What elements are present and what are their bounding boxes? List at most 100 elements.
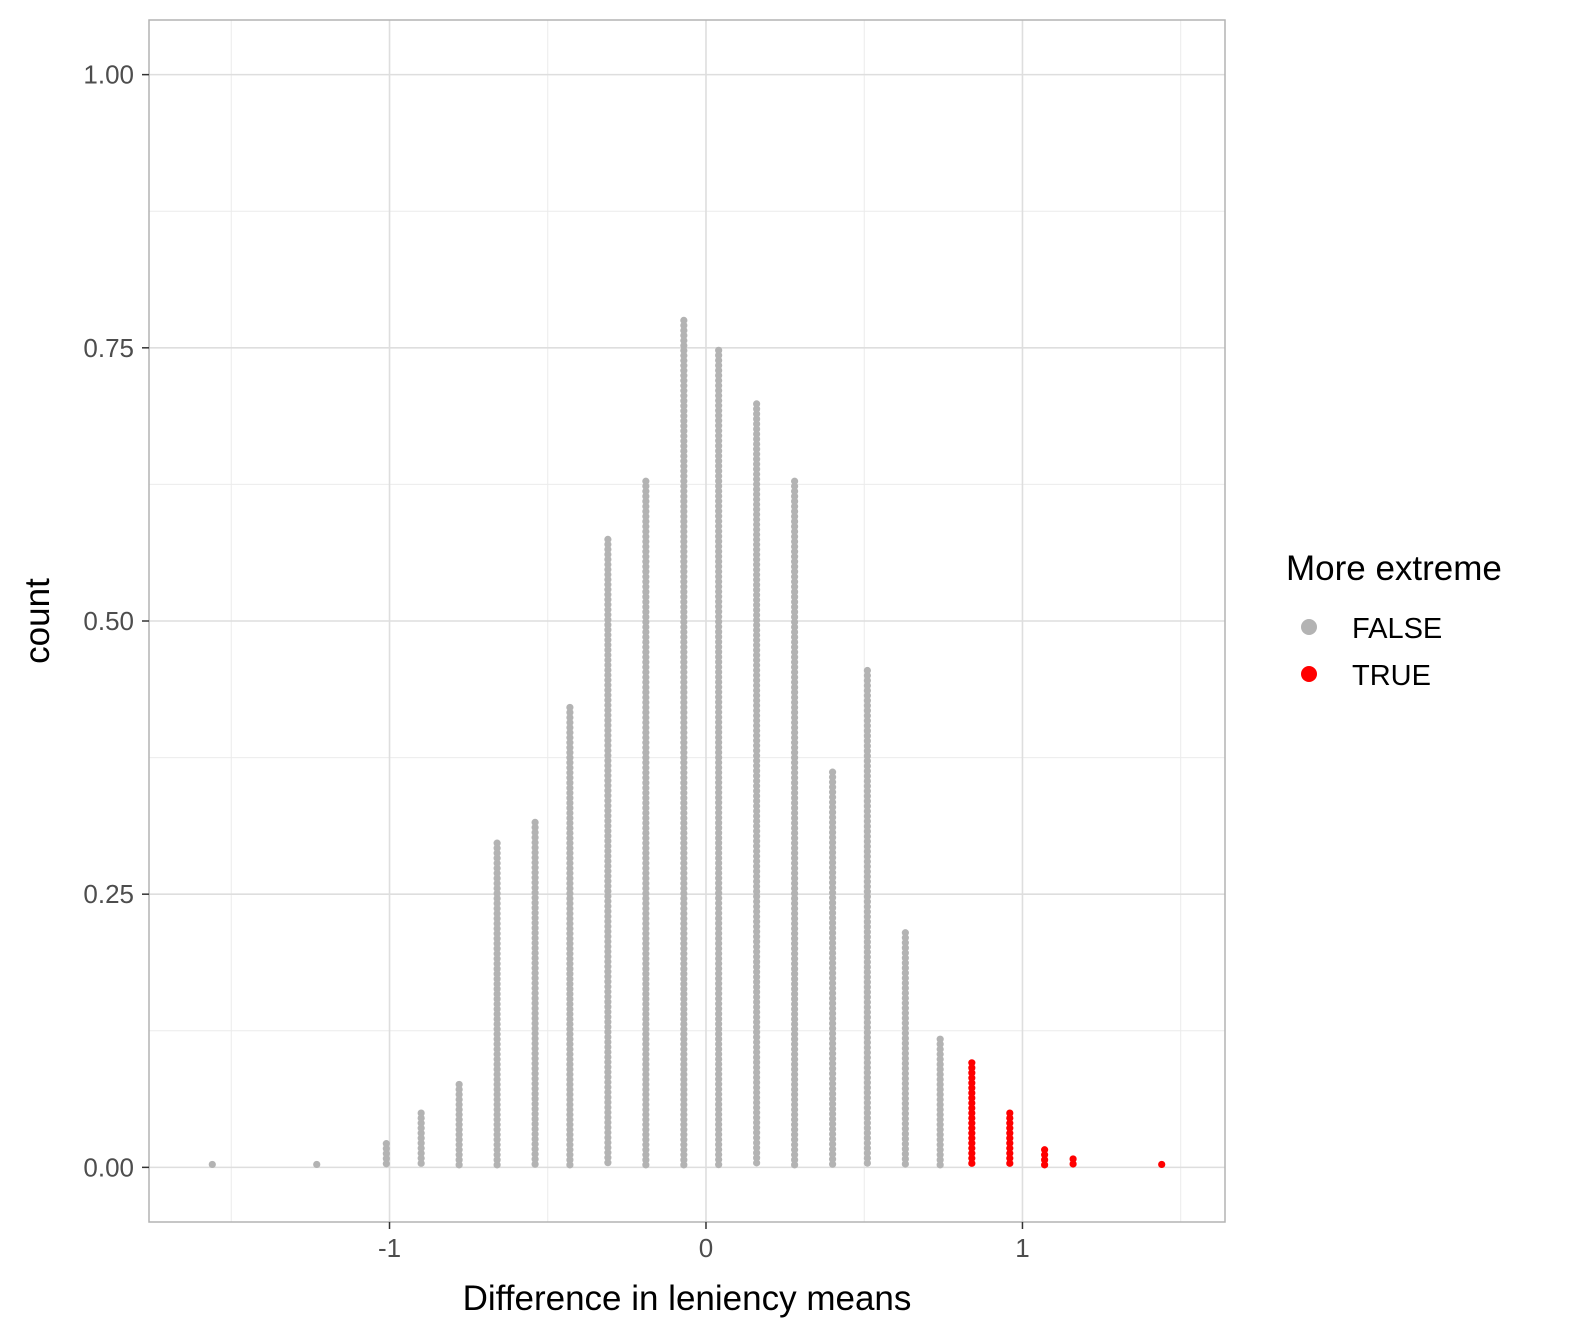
dot bbox=[642, 578, 650, 586]
dot bbox=[791, 678, 799, 686]
dot bbox=[968, 1109, 976, 1117]
dot bbox=[715, 789, 723, 797]
dot bbox=[493, 1050, 501, 1058]
dot bbox=[791, 899, 799, 908]
dot bbox=[531, 1060, 539, 1068]
dot bbox=[828, 919, 837, 927]
dot bbox=[680, 568, 688, 576]
dot bbox=[753, 440, 761, 448]
dot bbox=[901, 1054, 909, 1063]
dot bbox=[715, 492, 723, 500]
dot bbox=[680, 799, 688, 807]
dot bbox=[680, 718, 688, 727]
dot bbox=[753, 822, 761, 830]
dot bbox=[531, 1065, 539, 1073]
dot bbox=[642, 1000, 650, 1008]
dot bbox=[863, 737, 871, 745]
dot bbox=[566, 990, 574, 998]
dot bbox=[642, 774, 650, 782]
dot bbox=[715, 688, 723, 696]
dot bbox=[791, 477, 799, 485]
dot bbox=[531, 874, 539, 882]
dot bbox=[680, 1141, 688, 1149]
dot bbox=[604, 626, 612, 634]
dot bbox=[604, 792, 612, 800]
dot bbox=[715, 502, 723, 510]
dot bbox=[566, 814, 574, 822]
dot bbox=[642, 1015, 650, 1023]
dot bbox=[828, 969, 837, 977]
y-axis-title: count bbox=[18, 578, 57, 664]
dot bbox=[604, 560, 612, 569]
dot bbox=[566, 1136, 574, 1144]
dot bbox=[753, 535, 761, 544]
dot bbox=[901, 1115, 909, 1123]
legend-key-true bbox=[1301, 666, 1317, 682]
dot bbox=[753, 711, 761, 720]
dot bbox=[715, 396, 723, 405]
dot bbox=[680, 1151, 688, 1159]
dot bbox=[417, 1124, 425, 1132]
dot bbox=[753, 1149, 761, 1157]
dot bbox=[531, 1014, 539, 1023]
dot bbox=[493, 1015, 501, 1023]
dot bbox=[715, 1025, 723, 1033]
dot bbox=[828, 859, 837, 867]
dot bbox=[715, 819, 723, 827]
dot bbox=[566, 1065, 574, 1073]
dot bbox=[936, 1045, 944, 1053]
dot bbox=[791, 809, 799, 817]
dot bbox=[493, 1075, 501, 1083]
dot bbox=[566, 1010, 574, 1018]
dot bbox=[493, 1095, 501, 1104]
dot bbox=[715, 970, 723, 978]
dot bbox=[936, 1151, 944, 1159]
dot bbox=[791, 532, 799, 541]
dot bbox=[791, 1035, 799, 1043]
dot bbox=[531, 838, 539, 847]
dot bbox=[791, 1025, 799, 1033]
dot bbox=[604, 1013, 612, 1021]
dot bbox=[566, 985, 574, 993]
dot bbox=[715, 919, 723, 927]
dot bbox=[642, 1161, 650, 1169]
dot bbox=[715, 608, 723, 616]
dot bbox=[863, 671, 871, 680]
dot bbox=[828, 788, 837, 796]
dot bbox=[455, 1151, 463, 1159]
dot bbox=[791, 1121, 799, 1129]
dot bbox=[680, 683, 688, 691]
dot bbox=[791, 548, 799, 556]
dot bbox=[936, 1161, 944, 1169]
dot bbox=[604, 1058, 612, 1066]
x-axis-title: Difference in leniency means bbox=[463, 1279, 912, 1318]
dot bbox=[604, 963, 612, 971]
dot bbox=[642, 990, 650, 998]
dot bbox=[642, 1060, 650, 1068]
dot bbox=[566, 975, 574, 983]
dot bbox=[715, 773, 723, 782]
dot bbox=[680, 869, 688, 877]
dot bbox=[680, 1050, 688, 1058]
dot bbox=[863, 918, 871, 926]
dot bbox=[680, 789, 688, 797]
dot bbox=[531, 1004, 539, 1012]
dot bbox=[566, 1075, 574, 1083]
dot bbox=[604, 696, 612, 704]
dot bbox=[493, 970, 501, 978]
dot bbox=[715, 462, 723, 470]
dot bbox=[791, 854, 799, 862]
dot bbox=[791, 814, 799, 822]
dot bbox=[753, 918, 761, 926]
dot bbox=[863, 687, 871, 695]
dot bbox=[791, 824, 799, 832]
dot bbox=[753, 1003, 761, 1011]
dot bbox=[791, 1045, 799, 1053]
dot bbox=[753, 782, 761, 790]
dot bbox=[715, 577, 723, 586]
dot bbox=[680, 1005, 688, 1013]
dot bbox=[680, 558, 688, 566]
dot bbox=[715, 417, 723, 425]
dot bbox=[642, 739, 650, 747]
dot bbox=[680, 397, 688, 405]
